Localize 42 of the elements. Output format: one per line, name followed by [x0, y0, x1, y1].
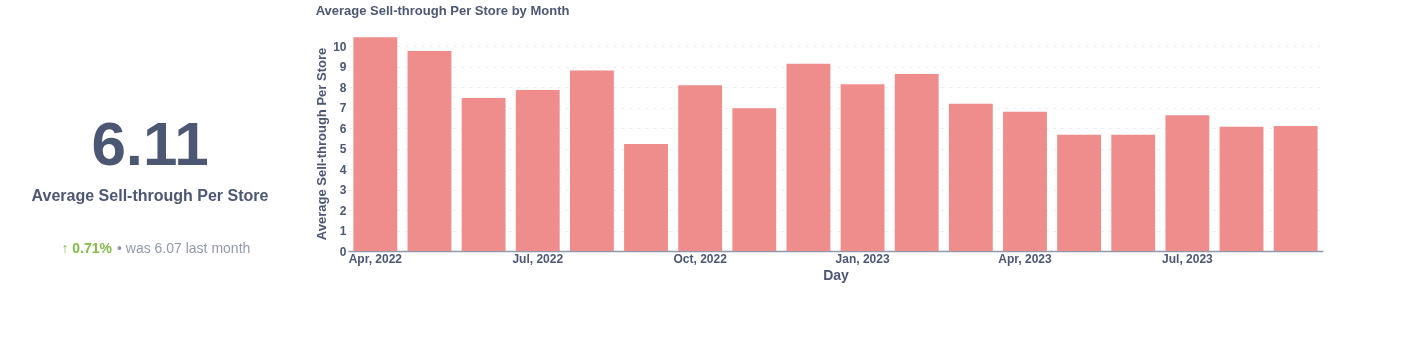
bar — [569, 70, 614, 251]
bar — [1111, 134, 1156, 251]
text: • was 6.07 last month — [117, 240, 251, 256]
bar — [515, 90, 560, 251]
bar — [1003, 111, 1047, 251]
y-tick-label: 10 — [333, 39, 347, 54]
x-tick-label: Oct, 2022 — [673, 251, 728, 266]
bar — [1219, 126, 1264, 251]
y-tick-label: 8 — [339, 80, 347, 95]
bar — [786, 63, 831, 251]
y-tick-label: 1 — [339, 224, 347, 239]
y-tick-label: 9 — [339, 60, 347, 75]
x-axis-title: Day — [823, 266, 850, 283]
bar — [678, 85, 723, 251]
y-tick-label: 3 — [339, 183, 347, 198]
bar — [407, 50, 452, 251]
bar — [948, 103, 993, 251]
bar — [1273, 125, 1318, 251]
y-tick-label: 6 — [339, 121, 347, 136]
x-tick-label: Apr, 2022 — [348, 251, 403, 266]
text: 6.11 — [91, 109, 209, 178]
y-axis-title: Average Sell-through Per Store — [314, 47, 330, 241]
x-tick-label: Jul, 2023 — [1162, 251, 1214, 266]
bar — [732, 108, 777, 251]
x-tick-label: Jul, 2022 — [512, 251, 564, 266]
text: ↑ 0.71% — [61, 240, 113, 256]
text: Average Sell-through Per Store — [31, 187, 269, 204]
bar — [1057, 134, 1102, 251]
y-tick-label: 5 — [339, 142, 347, 157]
bar — [840, 84, 885, 251]
bar — [894, 74, 939, 251]
y-tick-label: 7 — [339, 101, 347, 116]
chart-title: Average Sell-through Per Store by Month — [315, 3, 570, 18]
bar — [461, 98, 506, 251]
bar — [1165, 115, 1210, 251]
y-tick-label: 4 — [339, 162, 347, 177]
x-tick-label: Jan, 2023 — [835, 251, 890, 266]
bar — [624, 143, 668, 251]
x-tick-label: Apr, 2023 — [998, 251, 1052, 266]
y-tick-label: 0 — [339, 244, 347, 259]
bar — [353, 37, 398, 251]
y-tick-label: 2 — [339, 203, 347, 218]
